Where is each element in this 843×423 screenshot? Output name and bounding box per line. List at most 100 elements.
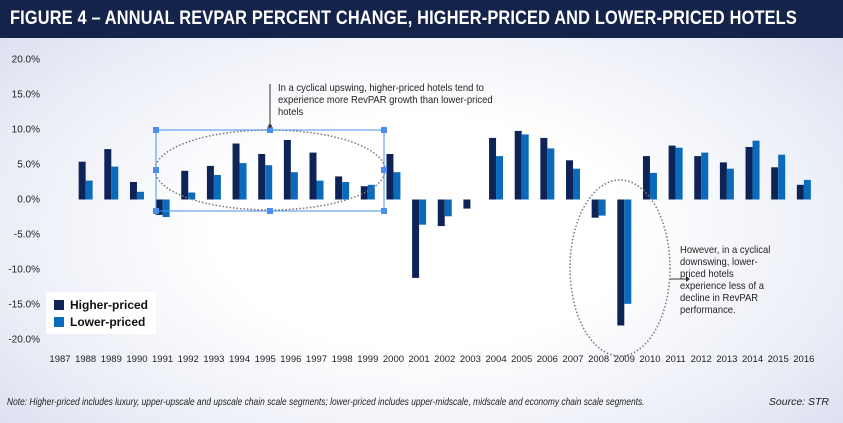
bar-higher-priced xyxy=(771,167,779,200)
bar-lower-priced xyxy=(675,147,683,200)
y-tick-label: 15.0% xyxy=(12,90,40,101)
bar-higher-priced xyxy=(694,156,702,200)
bar-higher-priced xyxy=(104,149,112,200)
legend-item-lower: Lower-priced xyxy=(54,313,148,330)
annotation-downswing: However, in a cyclical downswing, lower-… xyxy=(680,244,771,316)
bar-higher-priced xyxy=(566,160,573,200)
y-tick-label: -5.0% xyxy=(14,230,40,241)
selection-handle xyxy=(381,167,387,173)
selection-handle xyxy=(153,127,159,133)
bar-higher-priced xyxy=(386,154,394,200)
x-tick-label: 2012 xyxy=(691,354,712,365)
bar-lower-priced xyxy=(265,165,273,200)
x-tick-label: 2006 xyxy=(537,354,558,365)
bar-lower-priced xyxy=(649,172,657,200)
y-tick-label: -10.0% xyxy=(8,265,40,276)
bar-higher-priced xyxy=(181,170,189,200)
y-tick-label: 0.0% xyxy=(17,195,40,206)
y-tick-label: -15.0% xyxy=(8,300,40,311)
x-tick-label: 2010 xyxy=(639,354,660,365)
bar-lower-priced xyxy=(419,199,427,225)
x-tick-label: 1996 xyxy=(280,354,301,365)
bar-higher-priced xyxy=(309,152,317,200)
selection-handle xyxy=(267,127,273,133)
bar-lower-priced xyxy=(136,191,144,200)
selection-handle xyxy=(153,167,159,173)
bar-lower-priced xyxy=(521,134,529,200)
bar-lower-priced xyxy=(547,148,555,200)
y-tick-label: 20.0% xyxy=(12,55,40,66)
bar-lower-priced xyxy=(239,163,247,200)
annotation-arrow-dot xyxy=(268,124,272,128)
bar-higher-priced xyxy=(155,199,163,215)
bar-higher-priced xyxy=(489,137,497,200)
bar-lower-priced xyxy=(496,156,504,200)
bar-higher-priced xyxy=(719,162,727,200)
bar-higher-priced xyxy=(642,156,650,200)
bar-lower-priced xyxy=(290,172,298,200)
legend-label-lower: Lower-priced xyxy=(70,314,146,329)
x-tick-label: 1988 xyxy=(75,354,96,365)
x-tick-label: 1992 xyxy=(178,354,199,365)
bar-lower-priced xyxy=(111,166,119,200)
x-tick-label: 1987 xyxy=(49,354,70,365)
x-tick-label: 1993 xyxy=(203,354,224,365)
x-tick-label: 2009 xyxy=(614,354,635,365)
x-tick-label: 2008 xyxy=(588,354,609,365)
bar-higher-priced xyxy=(206,165,214,200)
legend-swatch-lower xyxy=(54,316,64,327)
bar-higher-priced xyxy=(745,147,753,200)
legend-item-higher: Higher-priced xyxy=(54,296,148,313)
x-tick-label: 2000 xyxy=(383,354,404,365)
bar-higher-priced xyxy=(283,140,291,200)
x-tick-label: 2013 xyxy=(716,354,737,365)
bar-higher-priced xyxy=(463,199,471,209)
bar-lower-priced xyxy=(367,184,375,200)
bar-higher-priced xyxy=(335,176,343,200)
x-tick-label: 1991 xyxy=(152,354,173,365)
bar-lower-priced xyxy=(444,199,452,217)
bar-lower-priced xyxy=(316,180,324,200)
bar-lower-priced xyxy=(573,168,580,200)
arrow-head-icon xyxy=(686,276,690,282)
bar-higher-priced xyxy=(668,145,676,200)
selection-handle xyxy=(381,208,387,214)
y-tick-label: 5.0% xyxy=(17,160,40,171)
legend-label-higher: Higher-priced xyxy=(70,297,149,312)
bar-higher-priced xyxy=(232,143,240,200)
bar-higher-priced xyxy=(591,199,599,218)
bar-higher-priced xyxy=(78,161,86,200)
bar-lower-priced xyxy=(803,179,811,200)
legend-swatch-higher xyxy=(54,299,64,310)
x-tick-label: 1997 xyxy=(306,354,327,365)
bar-lower-priced xyxy=(726,168,734,200)
annotation-upswing: In a cyclical upswing, higher-priced hot… xyxy=(278,82,493,118)
y-tick-label: -20.0% xyxy=(8,335,40,346)
x-tick-label: 1999 xyxy=(357,354,378,365)
x-tick-label: 2001 xyxy=(409,354,430,365)
bar-lower-priced xyxy=(85,180,93,200)
bar-lower-priced xyxy=(188,192,196,200)
x-tick-label: 2007 xyxy=(562,354,583,365)
bar-higher-priced xyxy=(617,199,625,326)
bar-higher-priced xyxy=(540,137,548,200)
header-bar: FIGURE 4 – ANNUAL REVPAR PERCENT CHANGE,… xyxy=(0,0,843,38)
x-tick-label: 2014 xyxy=(742,354,763,365)
x-tick-label: 2004 xyxy=(485,354,506,365)
x-tick-label: 1994 xyxy=(229,354,250,365)
bar-lower-priced xyxy=(213,175,221,200)
source: Source: STR xyxy=(768,396,829,408)
chart-title: FIGURE 4 – ANNUAL REVPAR PERCENT CHANGE,… xyxy=(10,8,797,29)
legend: Higher-priced Lower-priced xyxy=(46,292,157,334)
x-tick-label: 1990 xyxy=(126,354,147,365)
x-tick-label: 1998 xyxy=(332,354,353,365)
bar-higher-priced xyxy=(412,199,420,278)
x-tick-label: 2015 xyxy=(768,354,789,365)
bar-lower-priced xyxy=(393,172,401,200)
bar-lower-priced xyxy=(752,140,760,200)
bar-lower-priced xyxy=(342,182,350,200)
selection-handle xyxy=(381,127,387,133)
bar-lower-priced xyxy=(162,199,170,217)
